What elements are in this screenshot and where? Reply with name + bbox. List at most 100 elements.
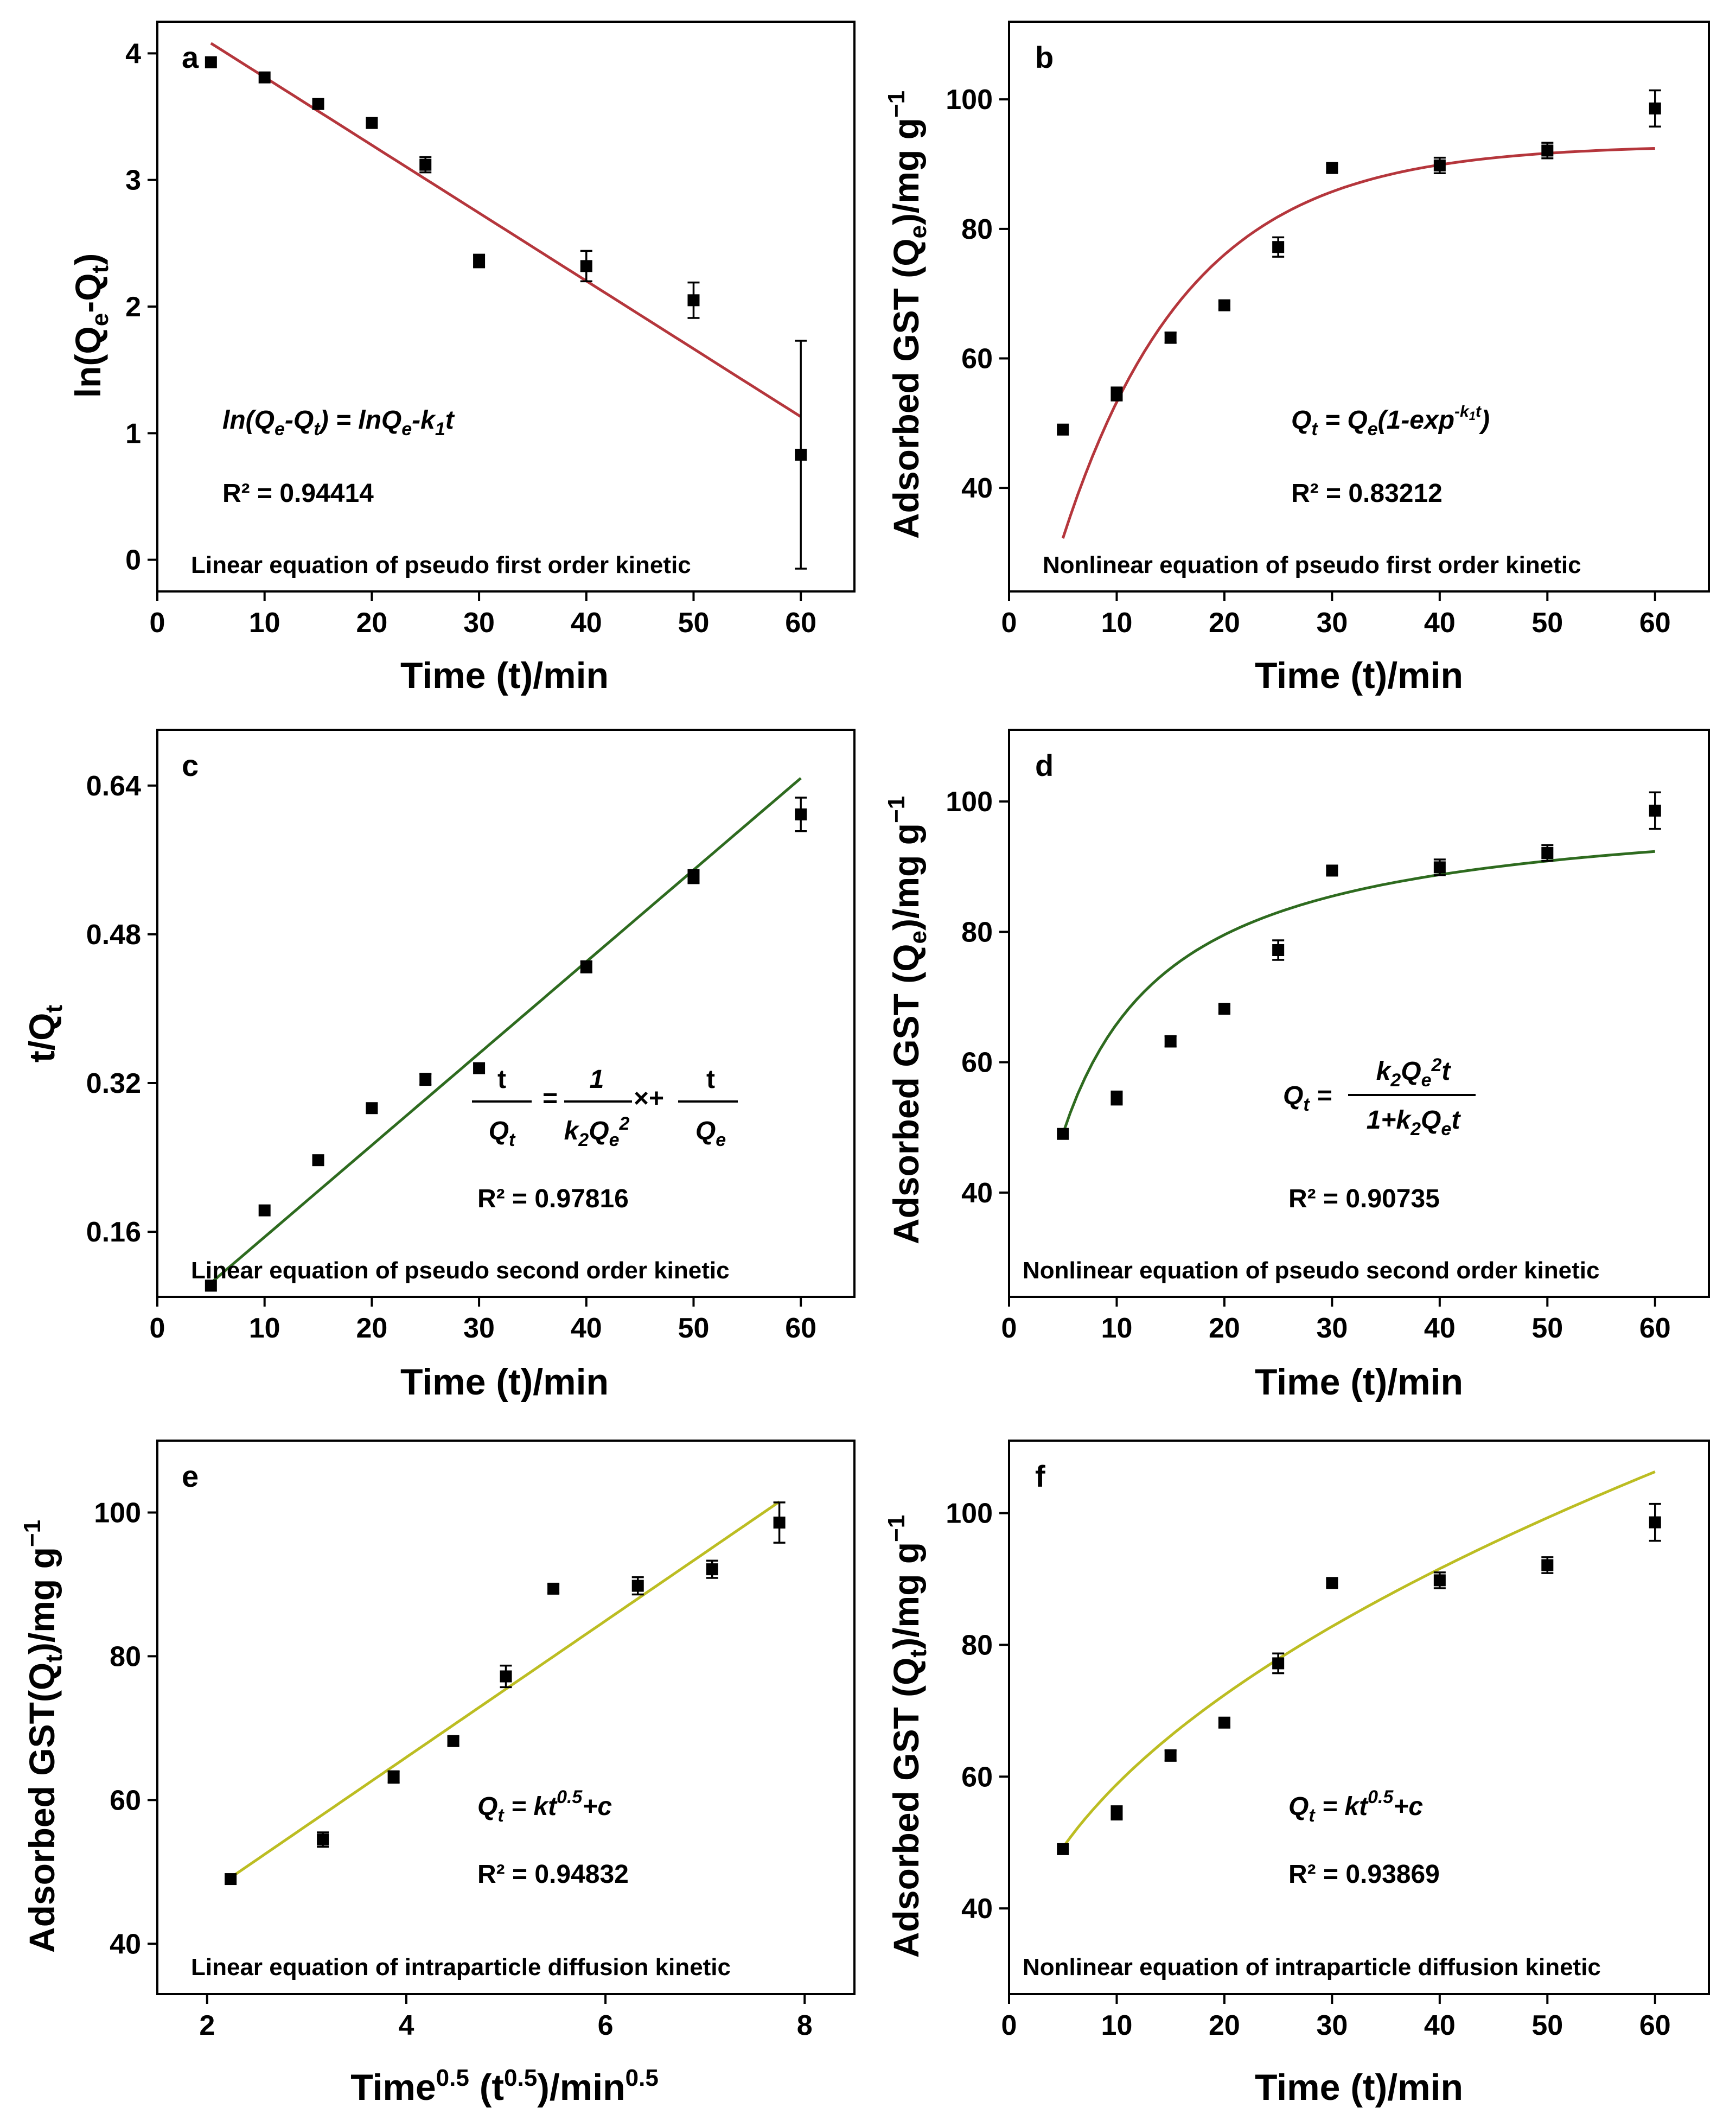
panel-c-ytick-label: 0.64 — [86, 771, 141, 802]
panel-c-data-point — [687, 870, 700, 883]
panel-f-xtick-label: 10 — [1101, 2010, 1133, 2041]
panel-b-ytick-label: 40 — [961, 473, 993, 504]
panel-e-r2: R² = 0.94832 — [477, 1860, 629, 1889]
panel-e-equation: Qt = kt0.5+c — [477, 1787, 612, 1826]
panel-f-plot: 0 10 20 30 40 50 60 40 60 80 100 — [946, 1440, 1710, 2041]
panel-d-xtick-label: 0 — [1001, 1313, 1017, 1344]
panel-c-data-point — [473, 1062, 486, 1074]
panel-b-data-point — [1110, 388, 1123, 400]
panel-f-equation: Qt = kt0.5+c — [1288, 1787, 1423, 1826]
panel-e-xtick-label: 4 — [398, 2010, 414, 2041]
panel-b-data-point — [1272, 241, 1285, 253]
panel-c-label: c — [182, 748, 199, 782]
panel-d-r2: R² = 0.90735 — [1288, 1185, 1440, 1213]
panel-e-fit-line — [229, 1500, 781, 1879]
panel-f-ytick-label: 100 — [946, 1498, 993, 1530]
panel-d-xtick-label: 10 — [1101, 1313, 1133, 1344]
panel-b-xtick-label: 40 — [1424, 607, 1456, 639]
panel-f: 0 10 20 30 40 50 60 40 60 80 100 f Time (t)/min Ad… — [883, 1440, 1710, 2108]
panel-d-xlabel: Time (t)/min — [1255, 1361, 1463, 1403]
panel-b-xtick-label: 60 — [1639, 607, 1671, 639]
panel-f-ylabel: Adsorbed GST (Qt)/mg g−1 — [883, 1515, 931, 1958]
panel-f-data-point — [1326, 1577, 1338, 1589]
panel-f-data-point — [1057, 1843, 1069, 1855]
panel-c-plot: 0 10 20 30 40 50 60 0.16 0.32 0.48 0.64 — [86, 729, 856, 1344]
panel-e-ytick-label: 60 — [110, 1785, 141, 1816]
panel-a-label: a — [182, 40, 199, 74]
panel-a-xtick-label: 60 — [785, 607, 816, 639]
panel-f-ytick-label: 60 — [961, 1761, 993, 1793]
panel-f-xtick-label: 50 — [1531, 2010, 1563, 2041]
panel-d-xtick-label: 40 — [1424, 1313, 1456, 1344]
panel-a-ytick-label: 0 — [125, 545, 141, 576]
panel-d-xtick-label: 30 — [1316, 1313, 1348, 1344]
panel-a-xtick-label: 0 — [150, 607, 165, 639]
panel-b-xtick-label: 20 — [1209, 607, 1240, 639]
panel-a-ytick-label: 4 — [125, 38, 141, 69]
panel-b-ytick-label: 60 — [961, 343, 993, 374]
panel-c-data-point — [580, 960, 592, 973]
panel-b-data-point — [1433, 159, 1446, 171]
svg-text:×+: ×+ — [634, 1084, 664, 1113]
panel-b-data-point — [1649, 102, 1661, 114]
svg-text:Qt: Qt — [489, 1117, 516, 1150]
panel-e-xtick-label: 6 — [598, 2010, 614, 2041]
panel-e-xtick-label: 2 — [199, 2010, 215, 2041]
panel-e-data-point — [317, 1833, 329, 1846]
panel-b-equation: Qt = Qe(1-exp-k1t) — [1291, 403, 1490, 440]
panel-d-ytick-label: 100 — [946, 786, 993, 818]
panel-b-footer: Nonlinear equation of pseudo first order… — [1043, 552, 1581, 578]
panel-d-xtick-label: 60 — [1639, 1313, 1671, 1344]
panel-a-footer: Linear equation of pseudo first order ki… — [191, 552, 691, 578]
panel-f-data-point — [1272, 1657, 1285, 1670]
panel-b-xtick-label: 30 — [1316, 607, 1348, 639]
panel-f-xtick-label: 20 — [1209, 2010, 1240, 2041]
panel-d-fit-line — [1061, 850, 1656, 1135]
panel-d-footer: Nonlinear equation of pseudo second orde… — [1023, 1257, 1599, 1284]
panel-d-plot: 0 10 20 30 40 50 60 40 60 80 100 — [946, 729, 1710, 1344]
panel-c-ytick-label: 0.48 — [86, 919, 141, 951]
panel-c-footer: Linear equation of pseudo second order k… — [191, 1257, 730, 1284]
panel-b-xtick-label: 50 — [1531, 607, 1563, 639]
panel-a-data-point — [419, 158, 432, 171]
svg-text:k2Qe2t: k2Qe2t — [1376, 1055, 1452, 1091]
panel-d-data-point — [1218, 1003, 1230, 1015]
panel-c-ytick-label: 0.32 — [86, 1068, 141, 1099]
panel-a-fit-line — [210, 42, 802, 418]
panel-c-xlabel: Time (t)/min — [400, 1361, 609, 1403]
panel-d-equation: Qt = k2Qe2t 1+k2Qet — [1283, 1055, 1476, 1139]
panel-b-data-point — [1057, 423, 1069, 436]
panel-c-xtick-label: 0 — [150, 1313, 165, 1344]
panel-a-data-point — [366, 117, 378, 129]
panel-c-xtick-label: 50 — [678, 1313, 710, 1344]
svg-text:=: = — [542, 1084, 558, 1113]
panel-a-data-point — [687, 294, 700, 307]
panel-c-xtick-label: 60 — [785, 1313, 816, 1344]
panel-f-fit-line — [1062, 1470, 1656, 1849]
panel-d-ylabel: Adsorbed GST (Qe)/mg g−1 — [883, 796, 931, 1244]
panel-a-ylabel: ln(Qe-Qt) — [68, 253, 113, 398]
panel-e-data-point — [447, 1735, 459, 1747]
panel-f-data-point — [1649, 1516, 1661, 1529]
panel-f-footer: Nonlinear equation of intraparticle diff… — [1023, 1954, 1601, 1981]
panel-d-xtick-label: 20 — [1209, 1313, 1240, 1344]
panel-b-data-point — [1326, 162, 1338, 174]
panel-a-data-point — [258, 71, 271, 84]
svg-text:k2Qe2: k2Qe2 — [564, 1113, 630, 1150]
panel-d-data-point — [1272, 944, 1285, 956]
panel-a-data-point — [312, 98, 324, 110]
panel-a-data-point — [205, 56, 217, 68]
panel-f-ytick-label: 40 — [961, 1893, 993, 1925]
panel-e-data-point — [500, 1670, 512, 1683]
panel-d-xtick-label: 50 — [1531, 1313, 1563, 1344]
panel-e-xtick-label: 8 — [797, 2010, 813, 2041]
panel-e-data-point — [706, 1563, 718, 1576]
panel-d-label: d — [1035, 748, 1054, 782]
panel-b-ytick-label: 100 — [946, 84, 993, 116]
panel-f-data-point — [1433, 1574, 1446, 1587]
panel-b-ytick-label: 80 — [961, 214, 993, 245]
panel-d-data-point — [1057, 1128, 1069, 1140]
svg-text:t: t — [497, 1065, 506, 1094]
panel-f-data-point — [1541, 1559, 1554, 1571]
panel-c-data-point — [312, 1154, 324, 1167]
